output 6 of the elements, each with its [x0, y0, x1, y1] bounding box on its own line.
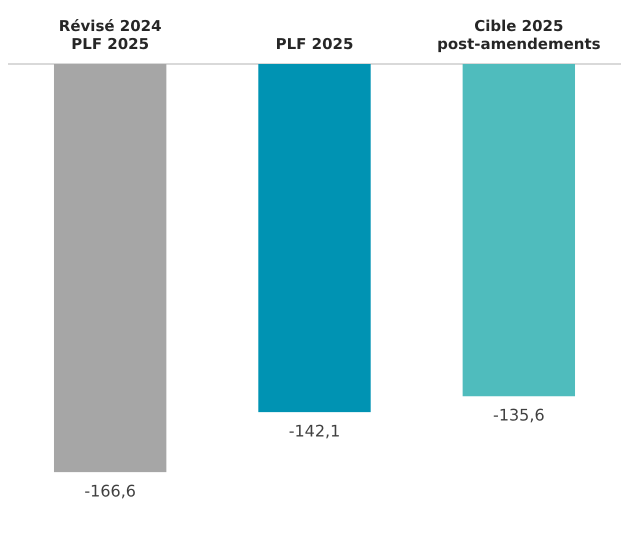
data-label: -135,6: [493, 405, 545, 424]
x-tick-label: PLF 2025: [276, 34, 354, 53]
x-tick-label: Cible 2025 post-amendements: [437, 16, 601, 53]
data-label: -166,6: [84, 481, 136, 500]
data-label: -142,1: [288, 421, 340, 440]
x-tick-label: Révisé 2024 PLF 2025: [58, 16, 162, 53]
